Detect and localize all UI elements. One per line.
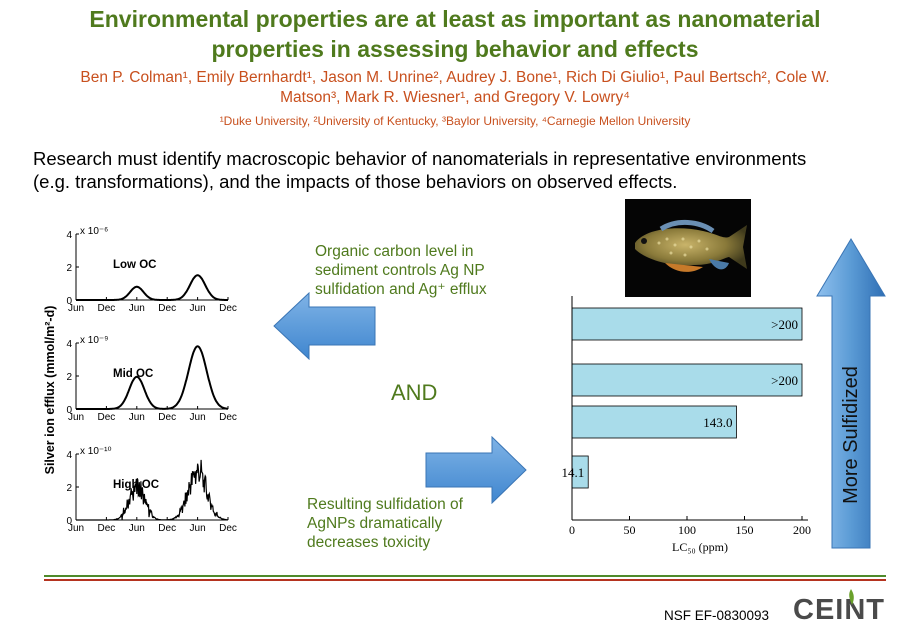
lc50-bar-value: >200 bbox=[771, 373, 798, 388]
efflux-x-tick-label: Jun bbox=[68, 523, 84, 534]
and-label: AND bbox=[391, 380, 438, 405]
efflux-x-tick-label: Dec bbox=[158, 412, 176, 423]
efflux-y-tick-label: 0 bbox=[66, 516, 72, 527]
footer-divider-green bbox=[44, 575, 886, 577]
author-list: Ben P. Colman¹, Emily Bernhardt¹, Jason … bbox=[20, 68, 890, 108]
note-organic-carbon: Organic carbon level in sediment control… bbox=[315, 242, 487, 299]
efflux-curve bbox=[76, 345, 229, 410]
lc50-x-axis: 0 50 100 150 200 bbox=[569, 296, 811, 537]
efflux-x-tick-label: Dec bbox=[219, 303, 237, 314]
lc50-bar-chart: >200 >200 143.0 14.1 0 50 100 150 200 LC₅₀ (ppm… bbox=[561, 296, 811, 554]
note-bottom-line-1: Resulting sulfidation of bbox=[307, 496, 463, 513]
efflux-y-tick-label: 0 bbox=[66, 296, 72, 307]
note-top-line-2: sediment controls Ag NP bbox=[315, 262, 485, 279]
affiliations: ¹Duke University, ²University of Kentuck… bbox=[219, 114, 691, 128]
title-line-1: Environmental properties are at least as… bbox=[89, 6, 821, 32]
efflux-multiplier: x 10⁻⁹ bbox=[80, 335, 108, 346]
efflux-y-tick-label: 2 bbox=[66, 372, 72, 383]
lc50-bar bbox=[571, 363, 803, 397]
authors-line-2: Matson³, Mark R. Wiesner¹, and Gregory V… bbox=[280, 89, 630, 106]
poster-title: Environmental properties are at least as… bbox=[0, 4, 910, 64]
efflux-x-tick-label: Jun bbox=[129, 523, 145, 534]
note-sulfidation: Resulting sulfidation of AgNPs dramatica… bbox=[307, 495, 463, 552]
lc50-x-axis-label: LC₅₀ (ppm) bbox=[672, 540, 728, 554]
efflux-panels: 0 2 4 x 10⁻⁶ Jun Dec Jun Dec Jun Dec Low OC 0 2 4 x 10… bbox=[66, 226, 236, 534]
lc50-bar-value: 143.0 bbox=[703, 415, 732, 430]
efflux-multiplier: x 10⁻¹⁰ bbox=[80, 446, 112, 457]
title-line-2: properties in assessing behavior and eff… bbox=[211, 36, 699, 62]
right-arrow-icon bbox=[425, 436, 527, 504]
more-sulfidized-label: More Sulfidized bbox=[840, 366, 862, 504]
lc50-x-tick-label: 0 bbox=[569, 523, 575, 537]
lc50-x-tick-label: 100 bbox=[678, 523, 696, 537]
note-bottom-line-2: AgNPs dramatically bbox=[307, 515, 443, 532]
summary-line-2: (e.g. transformations), and the impacts … bbox=[33, 171, 678, 192]
efflux-x-tick-label: Jun bbox=[129, 412, 145, 423]
lc50-x-tick-label: 150 bbox=[736, 523, 754, 537]
ceint-logo: CEINT bbox=[793, 594, 885, 626]
footer-divider-red bbox=[44, 579, 886, 581]
killifish-image bbox=[635, 220, 747, 272]
left-arrow-icon bbox=[273, 292, 376, 360]
efflux-x-tick-label: Dec bbox=[98, 412, 116, 423]
efflux-x-tick-label: Jun bbox=[129, 303, 145, 314]
efflux-x-tick-label: Dec bbox=[98, 523, 116, 534]
efflux-x-tick-label: Dec bbox=[158, 523, 176, 534]
efflux-y-tick-label: 2 bbox=[66, 263, 72, 274]
efflux-curve bbox=[76, 459, 229, 521]
efflux-y-tick-label: 4 bbox=[66, 450, 72, 461]
efflux-y-tick-label: 2 bbox=[66, 483, 72, 494]
lc50-bar bbox=[571, 307, 803, 341]
lc50-x-tick-label: 200 bbox=[793, 523, 811, 537]
note-top-line-3: sulfidation and Ag⁺ efflux bbox=[315, 281, 487, 298]
lc50-bar-value: >200 bbox=[771, 317, 798, 332]
efflux-panel-label: Low OC bbox=[113, 259, 156, 271]
summary-line-1: Research must identify macroscopic behav… bbox=[33, 148, 807, 169]
lc50-bars: >200 >200 143.0 14.1 bbox=[561, 307, 803, 489]
grant-number: NSF EF-0830093 bbox=[664, 608, 770, 623]
efflux-x-tick-label: Jun bbox=[190, 412, 206, 423]
authors-line-1: Ben P. Colman¹, Emily Bernhardt¹, Jason … bbox=[80, 69, 830, 86]
efflux-x-tick-label: Jun bbox=[68, 303, 84, 314]
note-bottom-line-3: decreases toxicity bbox=[307, 534, 431, 551]
up-arrow-icon bbox=[816, 238, 886, 549]
efflux-curve bbox=[76, 274, 228, 301]
efflux-x-tick-label: Dec bbox=[219, 523, 237, 534]
efflux-multiplier: x 10⁻⁶ bbox=[80, 226, 108, 237]
summary-text: Research must identify macroscopic behav… bbox=[33, 147, 893, 193]
svg-text:More Sulfidized: More Sulfidized bbox=[840, 366, 862, 504]
efflux-x-tick-label: Dec bbox=[98, 303, 116, 314]
efflux-x-tick-label: Jun bbox=[190, 523, 206, 534]
efflux-x-tick-label: Dec bbox=[219, 412, 237, 423]
efflux-x-tick-label: Jun bbox=[68, 412, 84, 423]
efflux-chart: Silver ion efflux (mmol/m²-d) 0 2 4 x 10⁻⁶ J… bbox=[43, 226, 237, 534]
efflux-x-tick-label: Jun bbox=[190, 303, 206, 314]
efflux-y-axis-label: Silver ion efflux (mmol/m²-d) bbox=[43, 306, 57, 475]
leaf-icon bbox=[849, 589, 854, 605]
lc50-x-tick-label: 50 bbox=[624, 523, 636, 537]
note-top-line-1: Organic carbon level in bbox=[315, 243, 474, 260]
efflux-y-tick-label: 0 bbox=[66, 405, 72, 416]
efflux-x-tick-label: Dec bbox=[158, 303, 176, 314]
efflux-y-tick-label: 4 bbox=[66, 339, 72, 350]
efflux-panel-label: Mid OC bbox=[113, 368, 153, 380]
efflux-y-tick-label: 4 bbox=[66, 230, 72, 241]
fish-photo bbox=[625, 199, 751, 297]
lc50-bar-value: 14.1 bbox=[561, 465, 584, 480]
